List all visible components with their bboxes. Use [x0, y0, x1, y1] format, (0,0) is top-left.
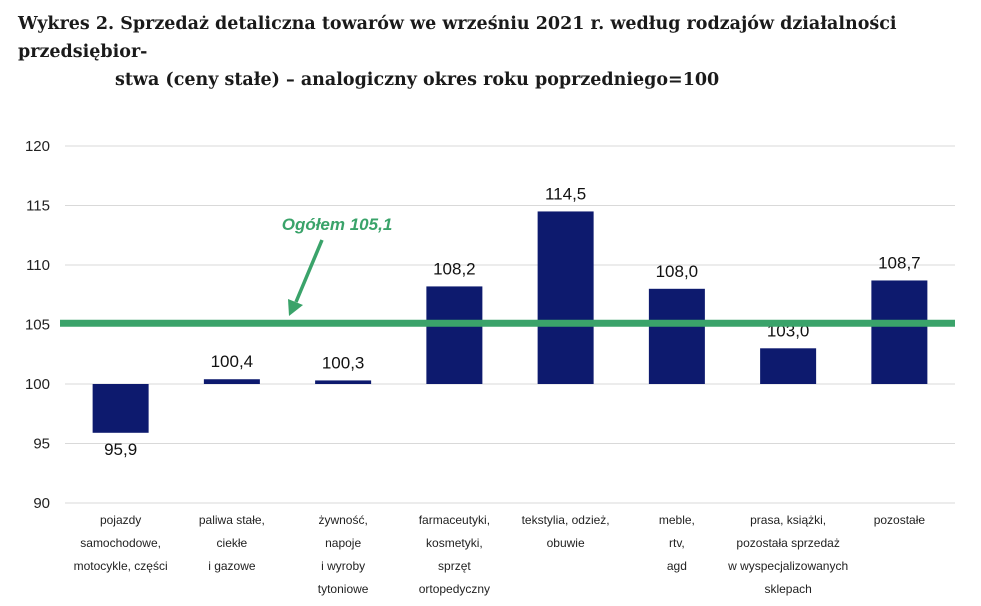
data-label: 108,2	[433, 259, 476, 278]
category-label: meble, rtv, agd	[659, 513, 695, 573]
bar	[871, 280, 928, 384]
category-label: tekstylia, odzież, obuwie	[522, 513, 610, 550]
category-label: żywność, napoje i wyroby tytoniowe	[318, 513, 369, 596]
data-label: 114,5	[545, 184, 586, 203]
bar	[537, 211, 594, 384]
y-tick-label: 110	[26, 257, 50, 274]
category-label: pojazdy samochodowe, motocykle, części	[74, 513, 168, 573]
bar	[426, 286, 483, 384]
bar	[760, 348, 817, 384]
bar	[315, 380, 372, 384]
category-label: farmaceutyki, kosmetyki, sprzęt ortopedyczn…	[419, 513, 490, 596]
bar	[203, 379, 260, 384]
annotation-arrow	[294, 239, 324, 303]
bar	[648, 288, 705, 384]
y-tick-label: 95	[33, 436, 50, 453]
data-label: 100,4	[211, 352, 254, 371]
y-tick-label: 105	[25, 317, 50, 334]
category-label: paliwa stałe, ciekłe i gazowe	[199, 513, 265, 573]
data-label: 95,9	[104, 440, 137, 459]
y-tick-label: 90	[33, 495, 50, 512]
category-label: pozostałe	[874, 513, 926, 527]
y-tick-label: 100	[25, 376, 50, 393]
data-label: 108,0	[656, 262, 699, 281]
reference-label: Ogółem 105,1	[282, 215, 393, 234]
chart-title: Wykres 2. Sprzedaż detaliczna towarów we…	[18, 10, 973, 94]
category-label: prasa, książki, pozostała sprzedaż w wyspe…	[727, 513, 848, 596]
y-tick-label: 120	[25, 138, 50, 155]
bar	[92, 384, 149, 433]
data-label: 108,7	[878, 253, 921, 272]
y-tick-label: 115	[26, 198, 50, 215]
title-line-1: Wykres 2. Sprzedaż detaliczna towarów we…	[18, 14, 897, 62]
data-label: 100,3	[322, 353, 365, 372]
title-line-2: stwa (ceny stałe) – analogiczny okres ro…	[115, 70, 720, 90]
annotation-arrowhead	[288, 299, 303, 316]
